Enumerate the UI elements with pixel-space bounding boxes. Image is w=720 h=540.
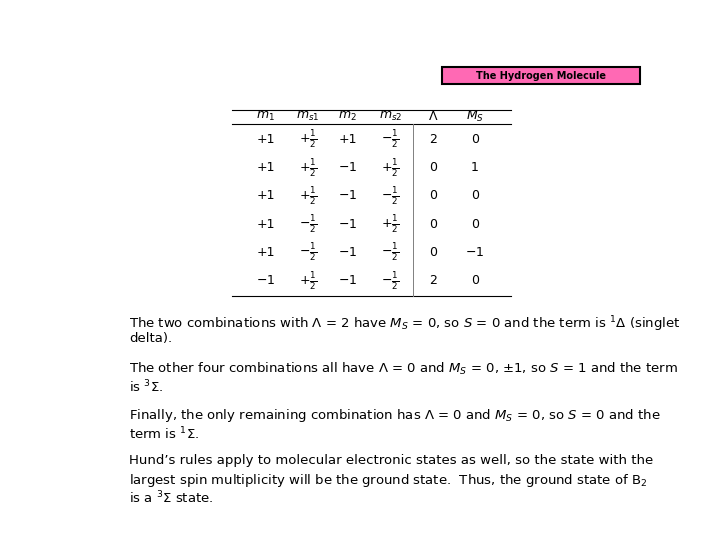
- Text: $-1$: $-1$: [338, 161, 357, 174]
- Text: 0: 0: [429, 246, 437, 259]
- Text: $-1$: $-1$: [256, 274, 275, 287]
- Text: is $^3\Sigma$.: is $^3\Sigma$.: [129, 379, 163, 395]
- Text: $+\frac{1}{2}$: $+\frac{1}{2}$: [381, 157, 399, 179]
- Text: $-1$: $-1$: [465, 246, 485, 259]
- Text: $-1$: $-1$: [338, 246, 357, 259]
- Text: $m_2$: $m_2$: [338, 110, 357, 123]
- Text: +1: +1: [256, 246, 275, 259]
- Text: 0: 0: [429, 161, 437, 174]
- Text: $-\frac{1}{2}$: $-\frac{1}{2}$: [381, 129, 399, 150]
- Text: Finally, the only remaining combination has Λ = 0 and $M_S$ = 0, so $S$ = 0 and : Finally, the only remaining combination …: [129, 407, 661, 424]
- Text: 2: 2: [429, 133, 437, 146]
- Text: $-\frac{1}{2}$: $-\frac{1}{2}$: [299, 213, 317, 235]
- Text: $\Lambda$: $\Lambda$: [428, 110, 438, 123]
- Text: The Hydrogen Molecule: The Hydrogen Molecule: [476, 71, 606, 80]
- Text: $+\frac{1}{2}$: $+\frac{1}{2}$: [299, 129, 317, 150]
- Text: +1: +1: [256, 218, 275, 231]
- Text: $-1$: $-1$: [338, 274, 357, 287]
- Text: 1: 1: [471, 161, 479, 174]
- Text: +1: +1: [256, 133, 275, 146]
- Text: $m_{s2}$: $m_{s2}$: [379, 110, 402, 123]
- Text: +1: +1: [338, 133, 357, 146]
- Text: 0: 0: [471, 190, 479, 202]
- Text: $m_1$: $m_1$: [256, 110, 275, 123]
- Text: is a $^3\Sigma$ state.: is a $^3\Sigma$ state.: [129, 490, 213, 507]
- Text: +1: +1: [256, 190, 275, 202]
- Text: 2: 2: [429, 274, 437, 287]
- Text: $M_S$: $M_S$: [466, 109, 484, 124]
- Text: $-1$: $-1$: [338, 190, 357, 202]
- Text: largest spin multiplicity will be the ground state.  Thus, the ground state of B: largest spin multiplicity will be the gr…: [129, 472, 647, 489]
- Text: $+\frac{1}{2}$: $+\frac{1}{2}$: [299, 185, 317, 207]
- Text: $m_{s1}$: $m_{s1}$: [296, 110, 320, 123]
- Text: $-\frac{1}{2}$: $-\frac{1}{2}$: [299, 241, 317, 264]
- Text: $-\frac{1}{2}$: $-\frac{1}{2}$: [381, 270, 399, 292]
- Text: 0: 0: [471, 218, 479, 231]
- Text: 0: 0: [429, 218, 437, 231]
- Text: 0: 0: [429, 190, 437, 202]
- Text: $-\frac{1}{2}$: $-\frac{1}{2}$: [381, 241, 399, 264]
- Text: $-1$: $-1$: [338, 218, 357, 231]
- Text: +1: +1: [256, 161, 275, 174]
- Text: Hund’s rules apply to molecular electronic states as well, so the state with the: Hund’s rules apply to molecular electron…: [129, 454, 653, 467]
- Text: delta).: delta).: [129, 332, 172, 345]
- Text: The other four combinations all have Λ = 0 and $M_S$ = 0, ±1, so $S$ = 1 and the: The other four combinations all have Λ =…: [129, 361, 678, 377]
- Text: The two combinations with Λ = 2 have $M_S$ = 0, so $S$ = 0 and the term is $^1\D: The two combinations with Λ = 2 have $M_…: [129, 314, 680, 334]
- FancyBboxPatch shape: [441, 67, 640, 84]
- Text: $+\frac{1}{2}$: $+\frac{1}{2}$: [299, 270, 317, 292]
- Text: $+\frac{1}{2}$: $+\frac{1}{2}$: [381, 213, 399, 235]
- Text: 0: 0: [471, 274, 479, 287]
- Text: 0: 0: [471, 133, 479, 146]
- Text: $+\frac{1}{2}$: $+\frac{1}{2}$: [299, 157, 317, 179]
- Text: term is $^1\Sigma$.: term is $^1\Sigma$.: [129, 426, 199, 442]
- Text: $-\frac{1}{2}$: $-\frac{1}{2}$: [381, 185, 399, 207]
